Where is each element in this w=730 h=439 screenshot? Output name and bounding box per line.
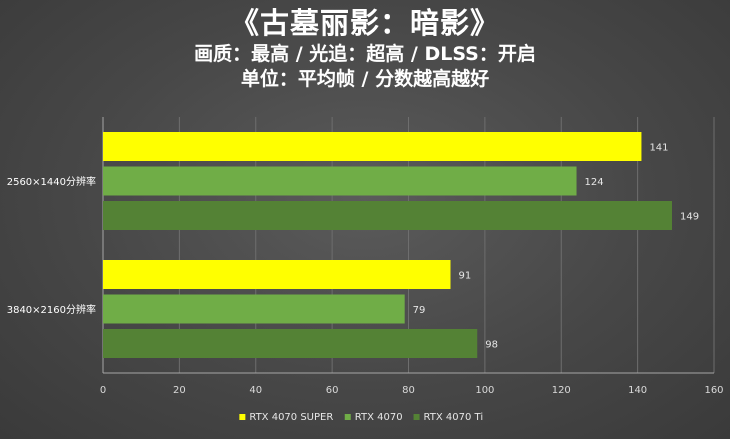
legend-swatch bbox=[239, 414, 246, 420]
legend-label: RTX 4070 Ti bbox=[424, 412, 484, 423]
x-tick-label: 100 bbox=[475, 385, 494, 396]
bar bbox=[103, 329, 478, 358]
bar bbox=[103, 166, 577, 196]
legend-swatch bbox=[344, 414, 351, 420]
chart-title: 《古墓丽影：暗影》 bbox=[229, 6, 500, 40]
bar bbox=[103, 132, 642, 161]
legend-label: RTX 4070 SUPER bbox=[249, 412, 333, 423]
x-tick-label: 40 bbox=[249, 385, 262, 396]
bar bbox=[103, 260, 451, 289]
title-block: 《古墓丽影：暗影》 画质：最高 / 光追：超高 / DLSS：开启 单位：平均帧… bbox=[0, 4, 730, 92]
bar bbox=[103, 294, 405, 324]
data-label: 98 bbox=[485, 340, 498, 351]
category-label: 3840×2160分辨率 bbox=[7, 303, 96, 316]
legend-label: RTX 4070 bbox=[355, 412, 403, 423]
category-label: 2560×1440分辨率 bbox=[7, 175, 96, 188]
chart-subtitle-units: 单位：平均帧 / 分数越高越好 bbox=[240, 68, 490, 90]
x-tick-label: 20 bbox=[173, 385, 186, 396]
data-label: 141 bbox=[649, 143, 668, 154]
data-label: 91 bbox=[459, 271, 472, 282]
x-tick-label: 160 bbox=[704, 385, 723, 396]
x-tick-label: 60 bbox=[326, 385, 339, 396]
x-tick-label: 140 bbox=[628, 385, 647, 396]
chart-subtitle-settings: 画质：最高 / 光追：超高 / DLSS：开启 bbox=[194, 43, 536, 65]
x-tick-label: 0 bbox=[100, 385, 106, 396]
legend-swatch bbox=[413, 414, 420, 420]
data-label: 149 bbox=[680, 212, 699, 223]
data-label: 79 bbox=[413, 305, 426, 316]
x-tick-label: 80 bbox=[402, 385, 415, 396]
x-tick-label: 120 bbox=[552, 385, 571, 396]
bar bbox=[103, 201, 672, 230]
data-label: 124 bbox=[585, 177, 604, 188]
